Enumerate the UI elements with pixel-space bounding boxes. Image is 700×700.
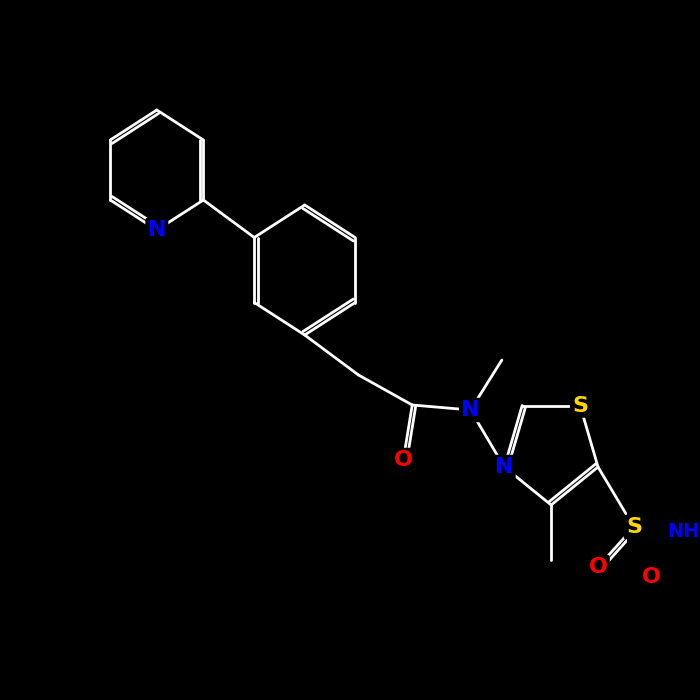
Text: NH₂: NH₂: [667, 522, 700, 542]
Text: O: O: [589, 557, 608, 577]
Text: O: O: [394, 450, 413, 470]
Text: O: O: [643, 567, 662, 587]
Text: N: N: [461, 400, 480, 420]
Text: S: S: [572, 395, 588, 416]
Text: S: S: [626, 517, 642, 537]
Text: N: N: [148, 220, 166, 240]
Text: N: N: [495, 457, 514, 477]
